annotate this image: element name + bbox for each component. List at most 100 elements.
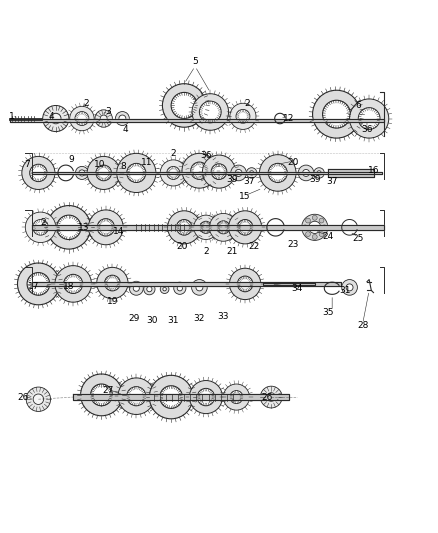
Text: 6: 6 xyxy=(355,101,361,110)
Text: 30: 30 xyxy=(146,317,157,326)
Text: 12: 12 xyxy=(283,114,294,123)
Circle shape xyxy=(81,374,122,416)
Text: 19: 19 xyxy=(106,297,118,306)
Text: 31: 31 xyxy=(339,286,351,295)
Circle shape xyxy=(119,115,126,122)
Text: 20: 20 xyxy=(177,243,188,252)
Text: 26: 26 xyxy=(18,393,29,401)
Circle shape xyxy=(70,107,94,131)
Circle shape xyxy=(182,154,217,188)
Ellipse shape xyxy=(25,395,51,403)
Text: 33: 33 xyxy=(218,312,229,321)
Text: 2: 2 xyxy=(244,99,250,108)
Text: 3: 3 xyxy=(105,108,111,117)
Ellipse shape xyxy=(95,116,113,121)
Circle shape xyxy=(319,232,324,237)
Circle shape xyxy=(358,108,380,130)
Text: 28: 28 xyxy=(357,321,368,330)
Circle shape xyxy=(96,165,112,181)
Circle shape xyxy=(105,275,120,291)
Circle shape xyxy=(57,215,81,239)
Circle shape xyxy=(163,287,166,291)
Circle shape xyxy=(97,219,115,236)
Circle shape xyxy=(303,169,310,176)
Circle shape xyxy=(217,221,230,234)
Text: 37: 37 xyxy=(326,177,338,186)
Circle shape xyxy=(322,225,327,230)
Circle shape xyxy=(306,218,311,223)
Circle shape xyxy=(209,213,237,241)
Circle shape xyxy=(75,166,88,180)
Circle shape xyxy=(302,214,328,240)
Text: 22: 22 xyxy=(248,243,259,252)
Text: 31: 31 xyxy=(168,317,179,326)
Circle shape xyxy=(191,162,208,180)
Circle shape xyxy=(30,164,47,182)
Text: 20: 20 xyxy=(287,158,299,166)
Circle shape xyxy=(33,220,48,235)
Circle shape xyxy=(322,100,350,128)
Circle shape xyxy=(196,284,203,291)
Circle shape xyxy=(144,284,155,295)
Circle shape xyxy=(50,114,61,124)
Circle shape xyxy=(118,378,155,415)
Text: 26: 26 xyxy=(261,393,272,401)
Circle shape xyxy=(100,115,107,122)
Text: 7: 7 xyxy=(25,160,30,169)
Text: 35: 35 xyxy=(322,308,334,317)
Circle shape xyxy=(47,206,91,249)
Circle shape xyxy=(43,106,69,132)
Circle shape xyxy=(230,103,256,130)
Circle shape xyxy=(247,168,257,178)
Text: 2: 2 xyxy=(203,247,209,256)
Text: 37: 37 xyxy=(244,177,255,186)
Text: 36: 36 xyxy=(200,151,212,160)
Circle shape xyxy=(149,375,193,419)
Circle shape xyxy=(197,389,215,406)
Text: 13: 13 xyxy=(78,223,90,232)
Circle shape xyxy=(235,169,242,176)
Text: 14: 14 xyxy=(113,227,124,236)
Text: 10: 10 xyxy=(94,160,105,169)
Text: 39: 39 xyxy=(309,175,321,184)
Circle shape xyxy=(268,163,287,182)
Circle shape xyxy=(237,276,253,292)
Text: 9: 9 xyxy=(68,156,74,164)
Circle shape xyxy=(191,279,207,295)
Circle shape xyxy=(91,384,113,406)
Circle shape xyxy=(231,165,247,181)
Polygon shape xyxy=(32,282,341,286)
Text: 5: 5 xyxy=(192,58,198,67)
Circle shape xyxy=(200,221,212,233)
Circle shape xyxy=(177,286,183,291)
Circle shape xyxy=(237,220,253,235)
Text: 8: 8 xyxy=(120,162,126,171)
Circle shape xyxy=(167,166,180,180)
Polygon shape xyxy=(10,119,385,123)
Circle shape xyxy=(177,220,192,235)
Circle shape xyxy=(342,279,357,295)
Circle shape xyxy=(317,171,321,175)
Text: 11: 11 xyxy=(141,158,153,166)
Text: 25: 25 xyxy=(353,233,364,243)
Text: 1: 1 xyxy=(9,112,15,121)
Text: 36: 36 xyxy=(361,125,373,134)
Circle shape xyxy=(312,215,317,220)
Circle shape xyxy=(18,263,59,305)
Circle shape xyxy=(160,160,186,186)
Circle shape xyxy=(298,165,314,181)
Text: 39: 39 xyxy=(226,175,238,184)
Circle shape xyxy=(116,111,129,125)
Text: 29: 29 xyxy=(128,314,140,323)
Text: 18: 18 xyxy=(63,281,74,290)
Circle shape xyxy=(133,285,139,292)
Circle shape xyxy=(346,284,353,291)
Text: 2: 2 xyxy=(170,149,176,158)
Circle shape xyxy=(127,386,146,406)
Circle shape xyxy=(350,99,389,138)
Circle shape xyxy=(64,274,83,294)
Circle shape xyxy=(88,210,123,245)
Circle shape xyxy=(309,221,321,233)
Polygon shape xyxy=(32,172,382,174)
Circle shape xyxy=(223,384,250,410)
